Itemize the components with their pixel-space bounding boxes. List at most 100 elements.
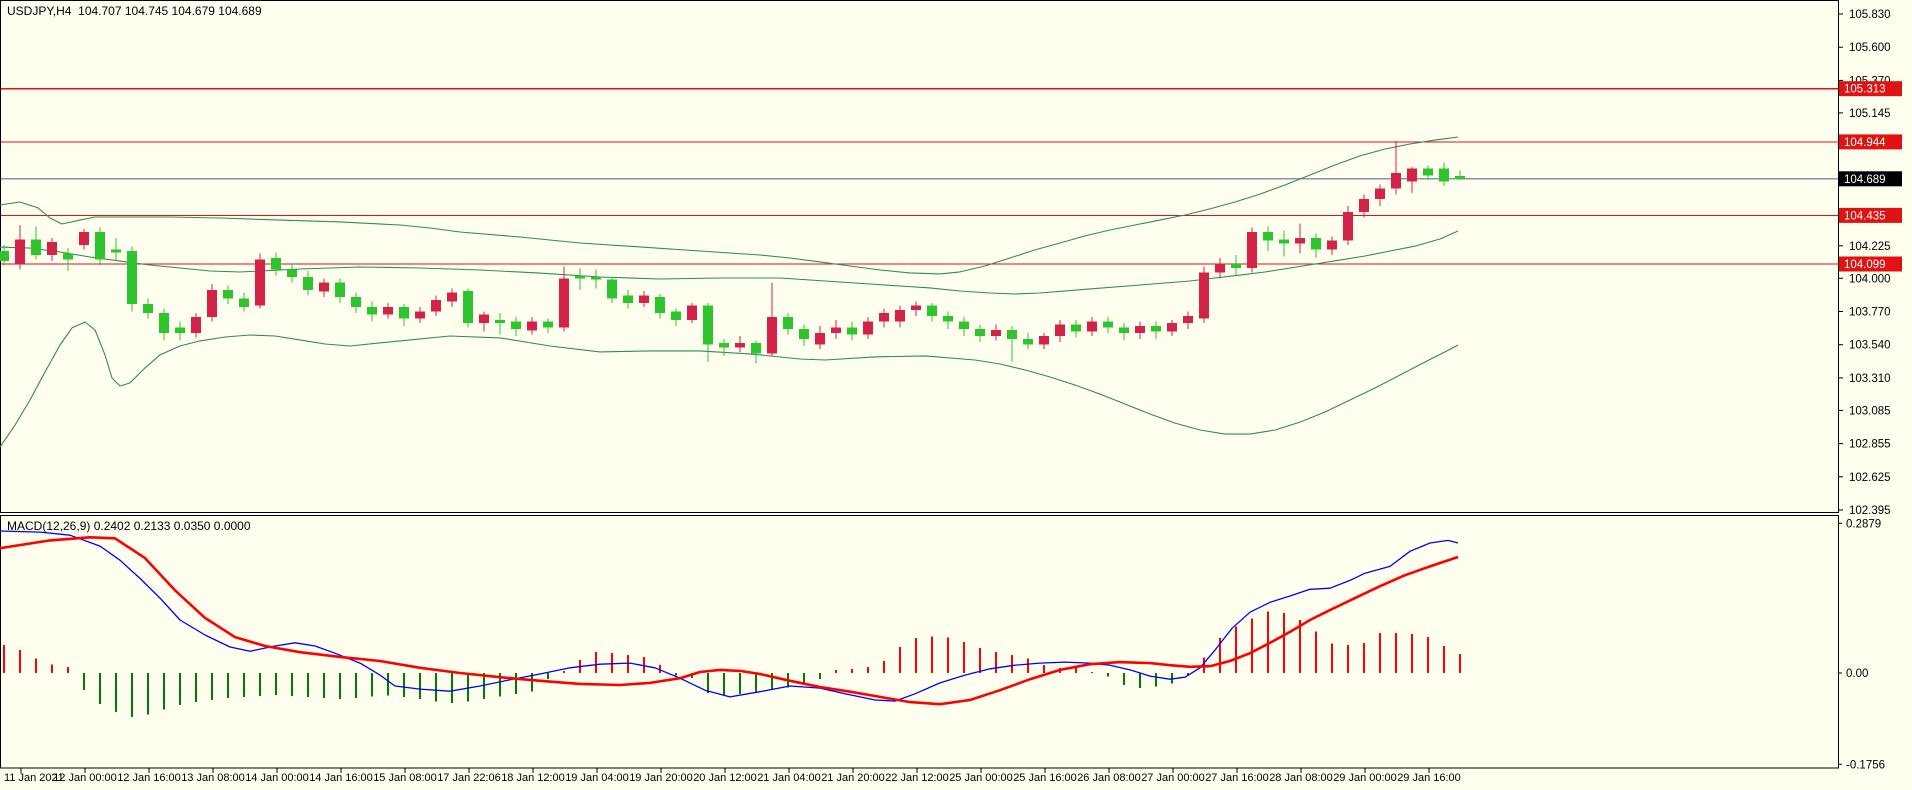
candle-body (495, 320, 505, 323)
candle (895, 305, 905, 328)
chart-symbol-title: USDJPY,H4 104.707 104.745 104.679 104.68… (7, 4, 262, 18)
time-tick-label: 19 Jan 20:00 (629, 772, 693, 784)
macd-axis[interactable]: 0.2879 0.00 -0.1756 (1838, 518, 1885, 771)
candle (1007, 325, 1017, 362)
candle (351, 292, 361, 313)
candle-body (1215, 263, 1225, 273)
candle-body (351, 297, 361, 308)
macd-tick-label: 0.00 (1846, 668, 1868, 680)
candle (175, 321, 185, 341)
price-badge (1839, 134, 1902, 150)
candle (863, 317, 873, 339)
candle (1263, 226, 1273, 251)
time-tick-label: 12 Jan 16:00 (117, 772, 181, 784)
candle (399, 304, 409, 326)
price-tick-label: 104.000 (1849, 273, 1891, 285)
candle (735, 336, 745, 352)
candle (447, 288, 457, 308)
candle (1103, 317, 1113, 334)
candle-body (783, 317, 793, 329)
price-tick-label: 104.225 (1849, 241, 1891, 253)
candle-body (991, 330, 1001, 336)
candle-body (591, 276, 601, 280)
candle (911, 301, 921, 316)
candle (1231, 255, 1241, 276)
candle (367, 301, 377, 322)
candle-body (271, 258, 281, 270)
candle (431, 295, 441, 316)
candle-body (1407, 168, 1417, 182)
candle (463, 288, 473, 328)
candle-body (767, 317, 777, 354)
candle (47, 237, 57, 261)
candle-body (895, 310, 905, 322)
candle (1295, 223, 1305, 254)
candle-body (431, 299, 441, 312)
candle-body (751, 343, 761, 354)
candle (975, 324, 985, 342)
candle-body (623, 295, 633, 303)
candle-body (255, 259, 265, 306)
candle (1071, 320, 1081, 338)
price-axis[interactable]: 105.830105.600105.370105.145104.225104.0… (1838, 9, 1902, 517)
candle (335, 278, 345, 303)
candle (207, 284, 217, 322)
candle (543, 318, 553, 334)
candle (31, 226, 41, 260)
candle (15, 224, 25, 270)
candle-body (1071, 324, 1081, 332)
candle-body (463, 291, 473, 323)
candle (623, 289, 633, 309)
candle-body (911, 305, 921, 310)
candle (1151, 321, 1161, 339)
candle-body (303, 276, 313, 290)
candle (1423, 165, 1433, 181)
candle (511, 317, 521, 336)
macd-signal-line (0, 535, 1459, 706)
time-tick-label: 27 Jan 16:00 (1205, 772, 1269, 784)
candle-body (975, 328, 985, 336)
main-pane-frame (0, 0, 1839, 513)
candle-body (367, 307, 377, 315)
time-tick-label: 18 Jan 12:00 (501, 772, 565, 784)
candle (671, 308, 681, 326)
candle (831, 320, 841, 339)
candle-body (207, 289, 217, 318)
candle (767, 282, 777, 357)
candle-body (287, 269, 297, 277)
macd-pane (0, 530, 1461, 718)
time-tick-label: 29 Jan 16:00 (1397, 772, 1461, 784)
candle-body (1247, 232, 1257, 269)
candle-body (1023, 338, 1033, 345)
macd-pane-frame (0, 515, 1839, 769)
time-tick-label: 14 Jan 16:00 (309, 772, 373, 784)
price-badge-label: 104.944 (1844, 137, 1886, 149)
price-tick-label: 103.770 (1849, 307, 1891, 319)
candle (239, 292, 249, 312)
candle (575, 268, 585, 290)
macd-line (0, 530, 1459, 702)
candle-body (655, 297, 665, 313)
candle (223, 285, 233, 305)
candle-body (607, 279, 617, 299)
candle-body (143, 304, 153, 313)
candle-body (447, 292, 457, 302)
candle-body (815, 333, 825, 345)
candle-body (223, 289, 233, 299)
time-tick-label: 27 Jan 00:00 (1141, 772, 1205, 784)
candle-body (1055, 324, 1065, 337)
candle-body (79, 232, 89, 245)
candle (191, 312, 201, 338)
candle (1183, 311, 1193, 329)
candle-body (1375, 188, 1385, 199)
price-tick-label: 103.310 (1849, 373, 1891, 385)
candle-body (959, 321, 969, 329)
candle (479, 311, 489, 332)
price-badge-label: 104.099 (1844, 259, 1886, 271)
candle (991, 324, 1001, 341)
candle (127, 246, 137, 312)
candle-body (559, 278, 569, 328)
macd-tick-label: -0.1756 (1846, 759, 1885, 771)
